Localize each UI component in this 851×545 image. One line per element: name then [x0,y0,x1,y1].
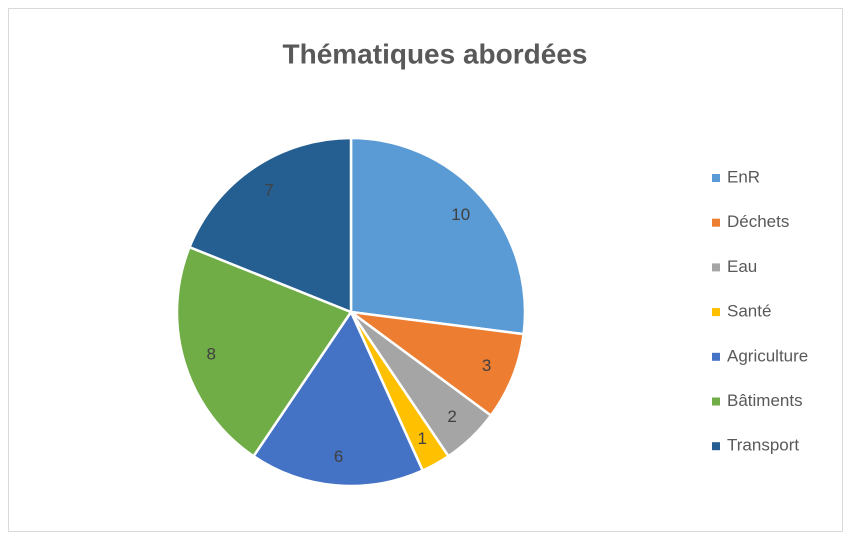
pie-slice [187,136,353,314]
legend-label: Eau [727,257,757,276]
pie-slice [175,245,353,458]
legend-label: Déchets [727,212,789,231]
legend-label: Agriculture [727,346,808,365]
data-label: 3 [482,356,491,375]
data-label: 6 [334,447,343,466]
data-label: 7 [264,180,273,199]
legend-swatch [712,263,720,272]
data-label: 10 [451,205,470,224]
legend-swatch [712,352,720,361]
pie-slice [251,309,425,488]
legend-label: Santé [727,302,771,321]
pie-slice [349,136,527,336]
pie-slice [346,310,525,418]
legend-swatch [712,174,720,182]
legend-swatch [712,397,720,406]
legend-label: Transport [727,436,799,455]
legend-label: EnR [727,167,760,186]
data-label: 2 [447,407,456,426]
legend-label: Bâtiments [727,391,803,410]
chart-title: Thématiques abordées [283,38,588,69]
legend-swatch [712,308,720,317]
data-label: 8 [207,344,216,363]
data-label: 1 [418,429,427,448]
legend-swatch [712,442,720,451]
legend-swatch [712,218,720,227]
